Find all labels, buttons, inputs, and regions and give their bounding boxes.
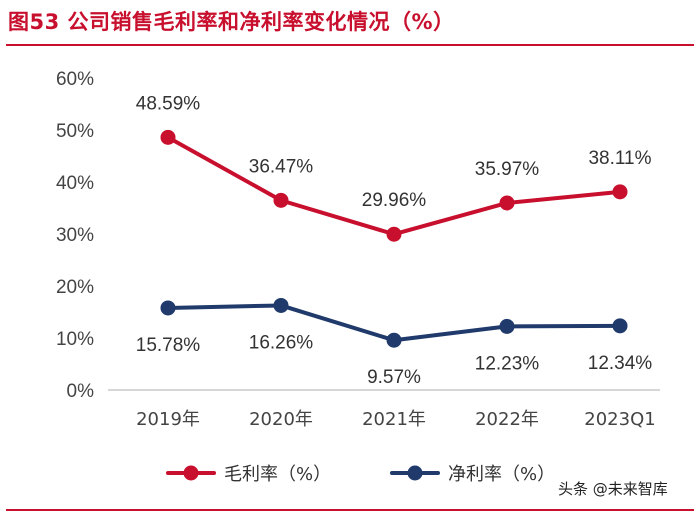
data-label-0-1: 36.47%: [249, 156, 314, 177]
x-axis-ticks: 2019年 2020年 2021年 2022年 2023Q1: [136, 409, 656, 430]
data-point-1-1: [273, 297, 289, 313]
data-label-0-4: 38.11%: [588, 148, 651, 169]
y-tick-label: 40%: [56, 173, 94, 194]
y-tick-label: 10%: [56, 329, 94, 350]
x-tick-label: 2019年: [136, 409, 200, 430]
series-line-0: [166, 135, 622, 237]
data-point-1-0: [160, 300, 176, 316]
data-point-0-2: [386, 226, 402, 242]
figure-title: 图53 公司销售毛利率和净利率变化情况（%）: [8, 10, 455, 34]
data-label-0-3: 35.97%: [475, 159, 540, 180]
y-tick-label: 20%: [56, 277, 94, 298]
y-tick-label: 60%: [56, 69, 94, 90]
bottom-divider: [6, 509, 694, 511]
chart-legend: 毛利率（%） 净利率（%）: [166, 464, 555, 485]
y-axis-ticks: 0% 10% 20% 30% 40% 50% 60%: [56, 69, 94, 402]
legend-label-0: 毛利率（%）: [224, 464, 331, 485]
data-point-1-2: [386, 332, 402, 348]
data-label-1-1: 16.26%: [249, 332, 314, 353]
x-tick-label: 2020年: [249, 409, 313, 430]
legend-marker-0: [183, 465, 199, 481]
watermark-text: 头条 @未来智库: [556, 478, 670, 499]
data-label-1-0: 15.78%: [136, 335, 201, 356]
data-point-0-4: [612, 184, 628, 200]
data-point-1-3: [499, 318, 515, 334]
data-labels: 48.59% 36.47% 29.96% 35.97% 38.11% 15.78% 16.2…: [136, 93, 653, 388]
y-tick-label: 30%: [56, 225, 94, 246]
data-label-0-0: 48.59%: [136, 93, 201, 114]
data-label-1-2: 9.57%: [367, 367, 421, 388]
data-point-0-1: [273, 192, 289, 208]
legend-label-1: 净利率（%）: [448, 464, 555, 485]
x-tick-label: 2021年: [362, 409, 426, 430]
legend-marker-1: [407, 465, 423, 481]
data-point-0-3: [499, 195, 515, 211]
data-point-0-0: [160, 129, 176, 145]
title-divider: [6, 44, 694, 46]
x-tick-label: 2023Q1: [584, 409, 655, 430]
data-label-1-3: 12.23%: [475, 353, 540, 374]
data-label-1-4: 12.34%: [588, 353, 653, 374]
data-label-0-2: 29.96%: [362, 190, 427, 211]
y-tick-label: 50%: [56, 121, 94, 142]
data-point-1-4: [612, 318, 628, 334]
y-tick-label: 0%: [67, 381, 95, 402]
chart-series: [160, 129, 628, 348]
x-tick-label: 2022年: [475, 409, 539, 430]
